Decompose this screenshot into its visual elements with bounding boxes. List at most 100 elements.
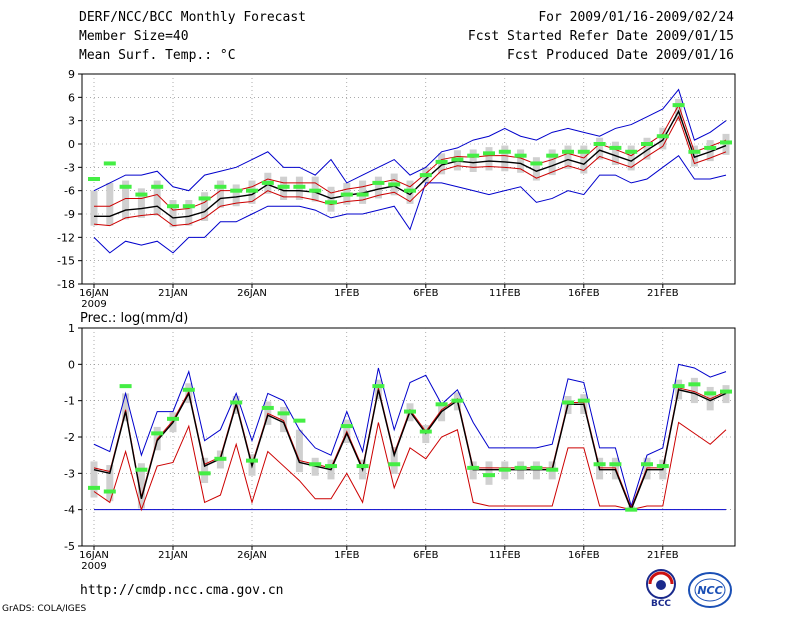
median-marker	[577, 398, 590, 403]
x-tick-label: 21FEB	[647, 550, 679, 561]
median-marker	[546, 467, 559, 472]
spread-box	[469, 461, 477, 480]
median-marker	[182, 204, 195, 209]
y-tick-label: -4	[64, 504, 75, 517]
median-marker	[356, 464, 369, 469]
spread-box	[201, 192, 209, 221]
y-tick-label: -12	[57, 231, 75, 244]
spread-box	[517, 149, 525, 173]
spread-box	[643, 137, 651, 160]
series-lower-spread	[93, 115, 727, 227]
median-marker	[656, 134, 669, 139]
y-tick-label: 6	[68, 91, 75, 104]
spread-box	[517, 461, 525, 480]
y-tick-label: -2	[64, 431, 75, 444]
median-marker	[641, 462, 653, 467]
median-marker	[672, 103, 685, 108]
median-marker	[325, 464, 337, 469]
panel-2-title: Prec.: log(mm/d)	[80, 311, 188, 326]
spread-box	[485, 461, 493, 485]
x-tick-label: 21FEB	[647, 288, 679, 299]
member-size: Member Size=40	[79, 29, 189, 44]
median-marker	[609, 462, 622, 467]
spread-box	[169, 200, 177, 228]
y-tick-label: -18	[57, 278, 75, 291]
median-marker	[372, 180, 385, 185]
median-marker	[656, 464, 669, 469]
median-marker	[435, 402, 448, 407]
median-marker	[88, 485, 100, 490]
median-marker	[419, 429, 432, 434]
median-marker	[167, 204, 179, 209]
median-marker	[309, 188, 322, 193]
spread-box	[280, 406, 288, 433]
spread-box	[390, 446, 398, 474]
median-marker	[261, 405, 274, 410]
median-marker	[688, 149, 701, 154]
median-marker	[593, 142, 606, 146]
median-marker	[388, 462, 401, 467]
spread-box	[122, 180, 130, 220]
y-tick-label: -3	[64, 161, 75, 174]
median-marker	[88, 177, 100, 181]
source-url[interactable]: http://cmdp.ncc.cma.gov.cn	[80, 583, 284, 598]
y-tick-label: -5	[64, 540, 75, 553]
spread-box	[374, 176, 382, 199]
median-marker	[419, 173, 432, 178]
median-marker	[309, 462, 322, 467]
median-marker	[546, 153, 559, 158]
grads-credit: GrADS: COLA/IGES	[2, 604, 87, 614]
bcc-logo-text: BCC	[651, 599, 671, 608]
spread-box	[232, 184, 240, 207]
median-marker	[356, 192, 369, 197]
spread-box	[611, 141, 619, 165]
median-marker	[562, 149, 574, 154]
median-marker	[435, 159, 448, 164]
y-tick-label: 0	[68, 358, 75, 371]
spread-box	[185, 200, 193, 226]
spread-box	[627, 145, 635, 171]
series-ensemble-mean	[94, 109, 727, 219]
median-marker	[103, 161, 116, 166]
median-marker	[198, 471, 211, 476]
spread-box	[469, 149, 477, 172]
x-tick-label: 16FEB	[568, 288, 600, 299]
spread-box	[501, 145, 509, 172]
x-tick-label: 21JAN	[158, 288, 188, 299]
median-marker	[672, 384, 685, 389]
produced-date: Fcst Produced Date 2009/01/16	[507, 48, 734, 63]
median-marker	[372, 384, 385, 389]
spread-box	[90, 461, 98, 498]
median-marker	[404, 188, 416, 193]
spread-box	[706, 140, 714, 162]
median-marker	[151, 431, 164, 436]
median-marker	[641, 142, 653, 146]
x-tick-label: 16JAN	[79, 288, 109, 299]
median-marker	[230, 400, 243, 405]
median-marker	[514, 153, 527, 158]
x-tick-label: 6FEB	[413, 288, 438, 299]
spread-box	[359, 180, 367, 204]
median-marker	[704, 391, 717, 396]
spread-box	[596, 137, 604, 160]
median-marker	[135, 467, 148, 472]
median-marker	[704, 145, 717, 150]
y-tick-label: -1	[64, 395, 75, 408]
median-marker	[246, 458, 258, 463]
median-marker	[514, 465, 527, 470]
spread-box	[90, 190, 98, 226]
x-tick-label: 11FEB	[489, 288, 521, 299]
spread-box	[153, 180, 161, 216]
spread-box	[137, 463, 145, 509]
median-marker	[277, 411, 290, 416]
median-marker	[230, 188, 243, 193]
median-marker	[325, 200, 337, 205]
x-tick-label: 6FEB	[413, 550, 438, 561]
median-marker	[451, 157, 464, 162]
median-marker	[625, 507, 638, 512]
median-marker	[214, 456, 227, 461]
spread-box	[327, 186, 335, 212]
y-tick-label: 3	[68, 115, 75, 128]
start-date: Fcst Started Refer Date 2009/01/15	[467, 29, 734, 44]
panel-2-frame	[81, 327, 736, 547]
